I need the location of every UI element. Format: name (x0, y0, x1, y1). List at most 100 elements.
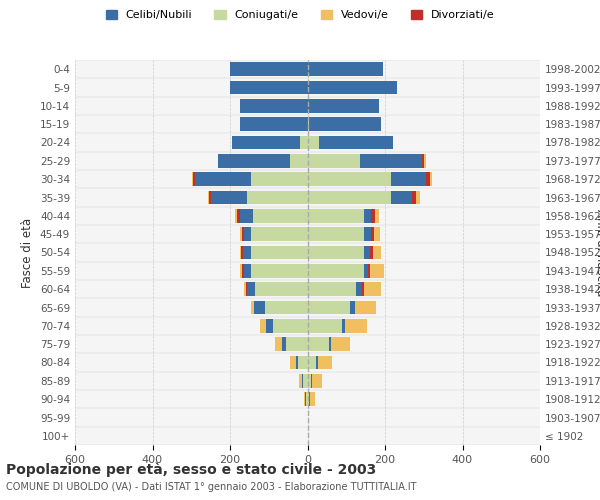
Bar (360, 154, 422, 168)
Bar (316, 356, 318, 370)
Bar (192, 172, 193, 186)
Bar (412, 190, 416, 204)
Bar (346, 319, 367, 332)
Bar (235, 209, 236, 222)
Bar (371, 209, 374, 222)
Bar (239, 246, 241, 260)
Bar (308, 356, 316, 370)
Bar (283, 338, 286, 351)
Bar (230, 62, 308, 76)
Bar (370, 264, 384, 278)
Legend: Celibi/Nubili, Coniugati/e, Vedovi/e, Divorziati/e: Celibi/Nubili, Coniugati/e, Vedovi/e, Di… (101, 6, 499, 25)
Bar (422, 154, 424, 168)
Bar (304, 392, 305, 406)
Bar (308, 228, 364, 241)
Bar (239, 209, 253, 222)
Bar (239, 99, 308, 112)
Bar (308, 80, 397, 94)
Bar (242, 264, 244, 278)
Text: Popolazione per età, sesso e stato civile - 2003: Popolazione per età, sesso e stato civil… (6, 462, 376, 477)
Bar (424, 154, 425, 168)
Bar (302, 374, 303, 388)
Bar (218, 154, 290, 168)
Bar (211, 190, 247, 204)
Bar (253, 209, 308, 222)
Bar (308, 62, 383, 76)
Bar (208, 190, 209, 204)
Bar (244, 264, 251, 278)
Bar (391, 172, 425, 186)
Bar (356, 282, 362, 296)
Bar (364, 209, 371, 222)
Bar (319, 136, 393, 149)
Bar (241, 264, 242, 278)
Y-axis label: Anni di nascita: Anni di nascita (594, 209, 600, 296)
Bar (364, 264, 368, 278)
Bar (298, 356, 308, 370)
Bar (308, 172, 391, 186)
Bar (209, 190, 211, 204)
Bar (371, 228, 374, 241)
Bar (243, 246, 251, 260)
Bar (299, 374, 302, 388)
Bar (247, 282, 255, 296)
Bar (260, 319, 266, 332)
Bar (244, 228, 251, 241)
Bar (308, 99, 379, 112)
Bar (341, 319, 346, 332)
Bar (251, 172, 308, 186)
Bar (308, 154, 360, 168)
Bar (296, 356, 298, 370)
Bar (251, 300, 254, 314)
Bar (303, 374, 308, 388)
Bar (308, 118, 310, 131)
Bar (245, 282, 247, 296)
Bar (251, 228, 308, 241)
Text: COMUNE DI UBOLDO (VA) - Dati ISTAT 1° gennaio 2003 - Elaborazione TUTTITALIA.IT: COMUNE DI UBOLDO (VA) - Dati ISTAT 1° ge… (6, 482, 416, 492)
Bar (430, 172, 431, 186)
Bar (308, 392, 310, 406)
Bar (308, 282, 356, 296)
Bar (310, 118, 381, 131)
Bar (374, 228, 380, 241)
Bar (370, 246, 373, 260)
Bar (195, 172, 251, 186)
Bar (350, 300, 355, 314)
Bar (305, 392, 308, 406)
Bar (373, 246, 381, 260)
Bar (331, 338, 350, 351)
Bar (275, 338, 283, 351)
Bar (290, 356, 296, 370)
Bar (251, 264, 308, 278)
Bar (300, 136, 308, 149)
Bar (311, 374, 312, 388)
Bar (362, 282, 364, 296)
Y-axis label: Fasce di età: Fasce di età (22, 218, 34, 288)
Bar (241, 246, 243, 260)
Bar (368, 264, 370, 278)
Bar (308, 209, 364, 222)
Bar (239, 118, 308, 131)
Bar (364, 246, 370, 260)
Bar (255, 282, 308, 296)
Bar (329, 338, 331, 351)
Bar (308, 246, 364, 260)
Bar (265, 300, 308, 314)
Bar (312, 374, 322, 388)
Bar (318, 356, 332, 370)
Bar (308, 319, 341, 332)
Bar (416, 190, 420, 204)
Bar (391, 190, 412, 204)
Bar (286, 338, 308, 351)
Bar (272, 319, 308, 332)
Bar (310, 392, 315, 406)
Bar (308, 300, 350, 314)
Bar (241, 228, 242, 241)
Bar (355, 300, 376, 314)
Bar (251, 246, 308, 260)
Bar (308, 190, 391, 204)
Bar (230, 80, 308, 94)
Bar (236, 209, 239, 222)
Bar (247, 190, 308, 204)
Bar (244, 282, 245, 296)
